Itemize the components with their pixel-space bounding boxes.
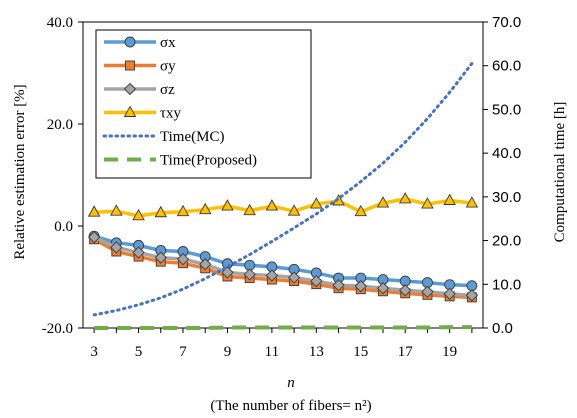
y-axis-title-right: Computational time [h] (552, 102, 568, 243)
x-tick-label: 19 (442, 344, 457, 360)
legend-marker (123, 105, 137, 117)
data-point-tau-xy (132, 208, 145, 221)
legend-marker (125, 60, 135, 71)
data-point-sigma-z (310, 274, 323, 288)
right-tick-label: 10.0 (492, 276, 521, 293)
left-tick-label: 40.0 (47, 15, 73, 31)
series-sigma-x (88, 230, 478, 292)
legend-item-tau-xy: τxy (104, 106, 182, 122)
data-point-sigma-z (421, 285, 434, 298)
right-tick-label: 60.0 (492, 58, 521, 75)
x-tick-label: 5 (135, 344, 143, 360)
series-tau-xy (87, 192, 479, 221)
right-tick-label: 70.0 (492, 14, 521, 31)
data-point-sigma-z (332, 279, 345, 292)
legend-item-time-proposed: Time(Proposed) (104, 153, 257, 169)
data-point-tau-xy (287, 204, 301, 216)
x-tick-label: 9 (224, 344, 232, 360)
series-layer (87, 62, 479, 330)
left-tick-label: 0.0 (54, 219, 73, 235)
left-tick-label: -20.0 (42, 321, 73, 337)
data-point-sigma-z (376, 282, 390, 295)
series-time-proposed (94, 325, 472, 330)
x-tick-label: 15 (353, 344, 368, 360)
legend-marker (123, 82, 137, 96)
right-tick-label: 30.0 (492, 189, 521, 206)
data-point-sigma-z (243, 268, 256, 281)
right-tick-label: 0.0 (492, 320, 513, 337)
data-point-tau-xy (243, 203, 256, 216)
data-point-sigma-z (110, 241, 123, 254)
data-point-tau-xy (310, 197, 323, 209)
data-point-tau-xy (265, 199, 279, 211)
data-point-sigma-z (87, 231, 101, 244)
right-tick-label: 50.0 (492, 101, 521, 118)
data-point-tau-xy (221, 199, 234, 211)
x-axis: 3 5 7 9 11 13 15 17 19 (90, 328, 473, 360)
data-point-tau-xy (87, 205, 101, 217)
data-point-tau-xy (421, 197, 434, 209)
x-tick-label: 13 (309, 344, 324, 360)
legend-label: Time(MC) (160, 129, 224, 145)
legend: σx σy σz τxy Time(MC) Time(Proposed) (95, 29, 312, 179)
data-point-tau-xy (398, 192, 412, 204)
x-tick-label: 17 (398, 344, 414, 360)
x-tick-label: 11 (265, 344, 279, 360)
legend-label: σx (160, 35, 176, 51)
data-point-sigma-z (399, 284, 412, 297)
right-tick-label: 40.0 (492, 145, 521, 162)
data-point-sigma-x (466, 280, 478, 292)
data-point-tau-xy (176, 204, 190, 217)
data-point-tau-xy (198, 202, 212, 215)
right-axis: 0.0 10.0 20.0 30.0 40.0 50.0 60.0 70.0 (483, 14, 521, 337)
legend-item-sigma-x: σx (104, 35, 176, 51)
legend-label: σz (160, 82, 175, 98)
series-time-mc (92, 62, 474, 317)
data-point-sigma-z (465, 289, 479, 302)
series-line-sigma-z (93, 235, 473, 298)
legend-label: τxy (160, 106, 182, 122)
data-point-sigma-z (287, 271, 301, 284)
legend-label: σy (160, 59, 176, 75)
left-tick-label: 20.0 (47, 117, 73, 133)
data-point-tau-xy (354, 204, 368, 217)
series-line-time-mc (92, 62, 474, 317)
data-point-sigma-z (176, 253, 190, 266)
data-point-tau-xy (443, 193, 456, 205)
series-line-tau-xy (94, 197, 473, 218)
left-axis: -20.0 0.0 20.0 40.0 (42, 15, 83, 337)
x-tick-label: 7 (179, 344, 187, 360)
legend-item-sigma-z: σz (104, 82, 175, 98)
series-sigma-z (87, 231, 479, 302)
data-point-tau-xy (154, 205, 168, 218)
data-point-sigma-z (154, 251, 167, 264)
legend-label: Time(Proposed) (160, 153, 257, 169)
data-point-tau-xy (110, 204, 123, 216)
data-point-sigma-z (199, 258, 212, 271)
data-point-sigma-z (132, 246, 145, 259)
legend-item-time-mc: Time(MC) (102, 129, 224, 145)
data-point-sigma-z (265, 269, 279, 282)
series-line-time-proposed (94, 325, 472, 330)
x-tick-label: 3 (90, 344, 98, 360)
legend-item-sigma-y: σy (104, 59, 176, 75)
y-axis-title-left: Relative estimation error [%] (12, 84, 28, 259)
right-tick-label: 20.0 (492, 233, 521, 250)
x-axis-subtitle: (The number of fibers= n²) (210, 398, 371, 414)
x-axis-title: n (287, 375, 295, 391)
data-point-sigma-z (354, 280, 367, 293)
legend-marker (124, 36, 136, 48)
legend-box (95, 29, 312, 179)
data-point-tau-xy (376, 196, 390, 208)
data-point-tau-xy (465, 196, 479, 208)
data-point-sigma-z (443, 287, 456, 300)
